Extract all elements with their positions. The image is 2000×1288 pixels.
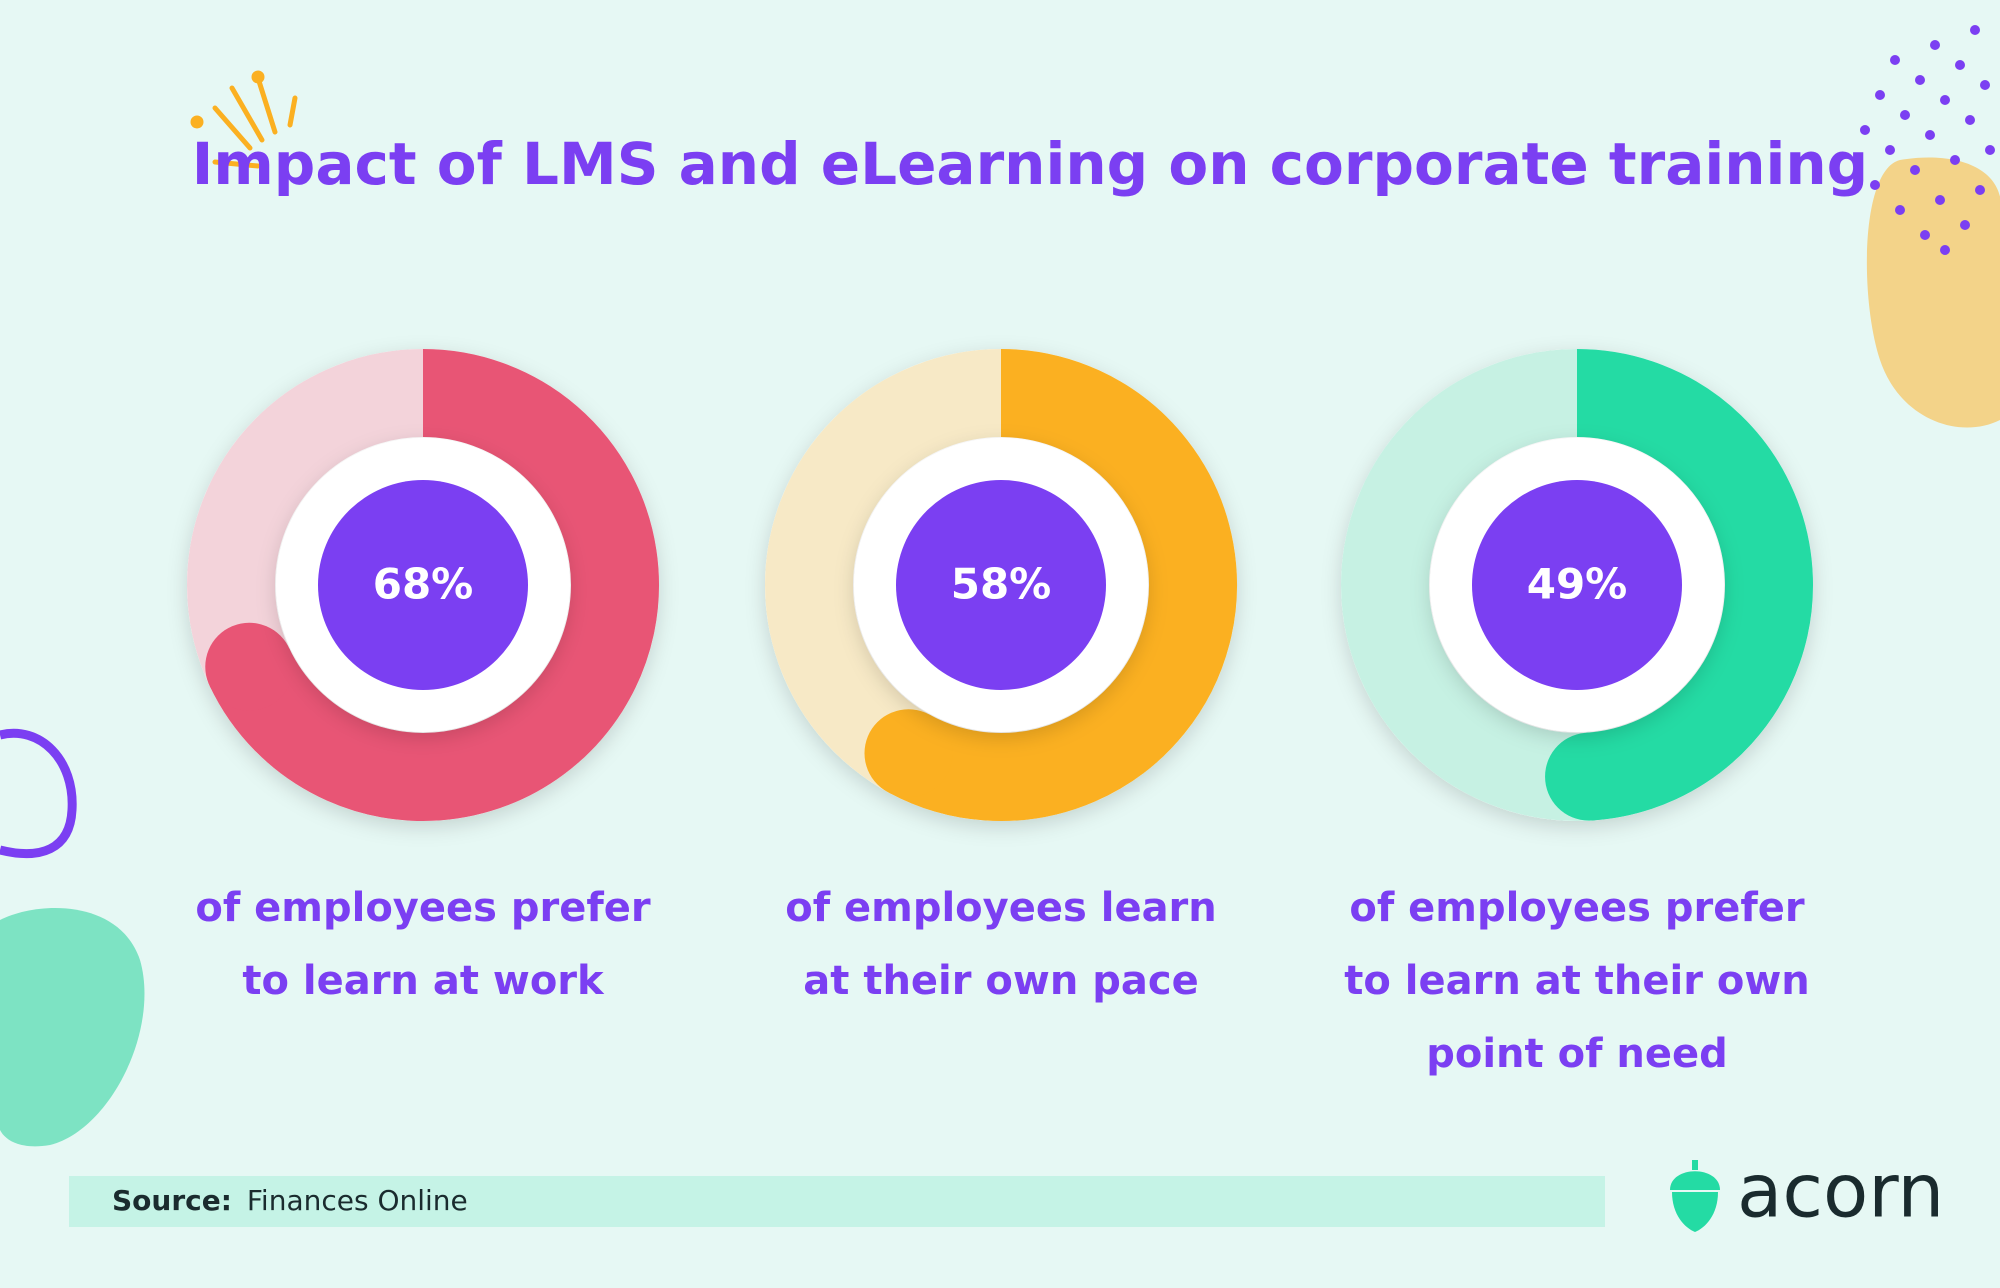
center-disc <box>318 480 528 690</box>
sparkle <box>190 70 298 169</box>
center-disc <box>1472 480 1682 690</box>
value-label: 68% <box>373 560 474 609</box>
source-label: Source: <box>112 1184 232 1217</box>
caption-line: of employees learn <box>785 885 1217 931</box>
green-blob <box>0 908 145 1147</box>
dots <box>1860 25 1995 255</box>
source: Source: Finances Online <box>112 1184 468 1217</box>
arc-end-cap <box>1545 732 1634 821</box>
caption-line: of employees prefer <box>195 885 651 931</box>
source-bar <box>69 1176 1605 1227</box>
center-disc <box>896 480 1106 690</box>
arc-end-cap <box>864 709 953 798</box>
caption-line: of employees prefer <box>1349 885 1805 931</box>
donut-arc <box>1576 349 1813 821</box>
donut-arc <box>887 349 1237 821</box>
value-label: 49% <box>1527 560 1628 609</box>
source-text: Finances Online <box>247 1184 468 1217</box>
logo-icon <box>1670 1160 1720 1232</box>
caption-line: point of need <box>1426 1031 1728 1077</box>
caption-line: to learn at work <box>242 958 605 1004</box>
caption-line: at their own pace <box>803 958 1198 1004</box>
title: Impact of LMS and eLearning on corporate… <box>192 130 1868 198</box>
value-label: 58% <box>951 560 1052 609</box>
caption-line: to learn at their own <box>1344 958 1810 1004</box>
arc-end-cap <box>205 622 294 711</box>
logo: acorn <box>1737 1149 1944 1235</box>
charts: 68% of employees prefer to learn at work 58… <box>187 349 1813 1077</box>
purple-loop <box>0 728 77 859</box>
donut-arc <box>209 349 659 821</box>
